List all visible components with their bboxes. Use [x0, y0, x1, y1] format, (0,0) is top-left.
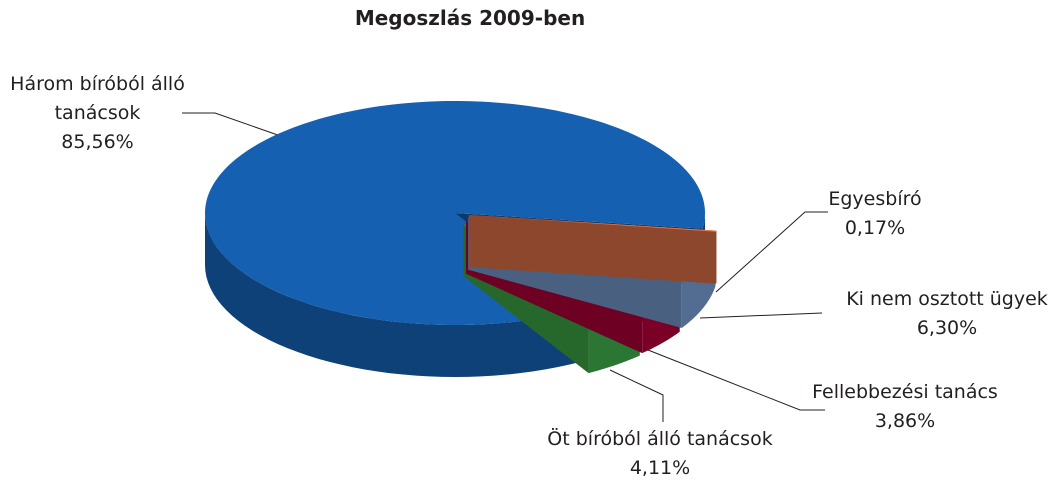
- slice-label: Három bíróból álló tanácsok 85,56%: [10, 70, 185, 157]
- category-label: Fellebbezési tanács: [812, 381, 998, 403]
- category-label: Ki nem osztott ügyek: [846, 288, 1048, 310]
- slice-label: Fellebbezési tanács 3,86%: [805, 378, 1005, 436]
- leader-line: [700, 313, 822, 318]
- category-label: Három bíróból álló tanácsok: [10, 73, 185, 124]
- category-label: Öt bíróból álló tanácsok: [547, 428, 772, 450]
- value-label: 0,17%: [845, 217, 905, 239]
- slice-label: Ki nem osztott ügyek 6,30%: [830, 285, 1064, 343]
- leader-line: [610, 370, 663, 422]
- slice-label: Öt bíróból álló tanácsok 4,11%: [520, 425, 800, 483]
- category-label: Egyesbíró: [828, 188, 921, 210]
- value-label: 4,11%: [630, 457, 690, 479]
- value-label: 85,56%: [61, 131, 133, 153]
- slice-label: Egyesbíró 0,17%: [795, 185, 955, 243]
- value-label: 3,86%: [875, 410, 935, 432]
- value-label: 6,30%: [917, 317, 977, 339]
- leader-line: [648, 350, 825, 410]
